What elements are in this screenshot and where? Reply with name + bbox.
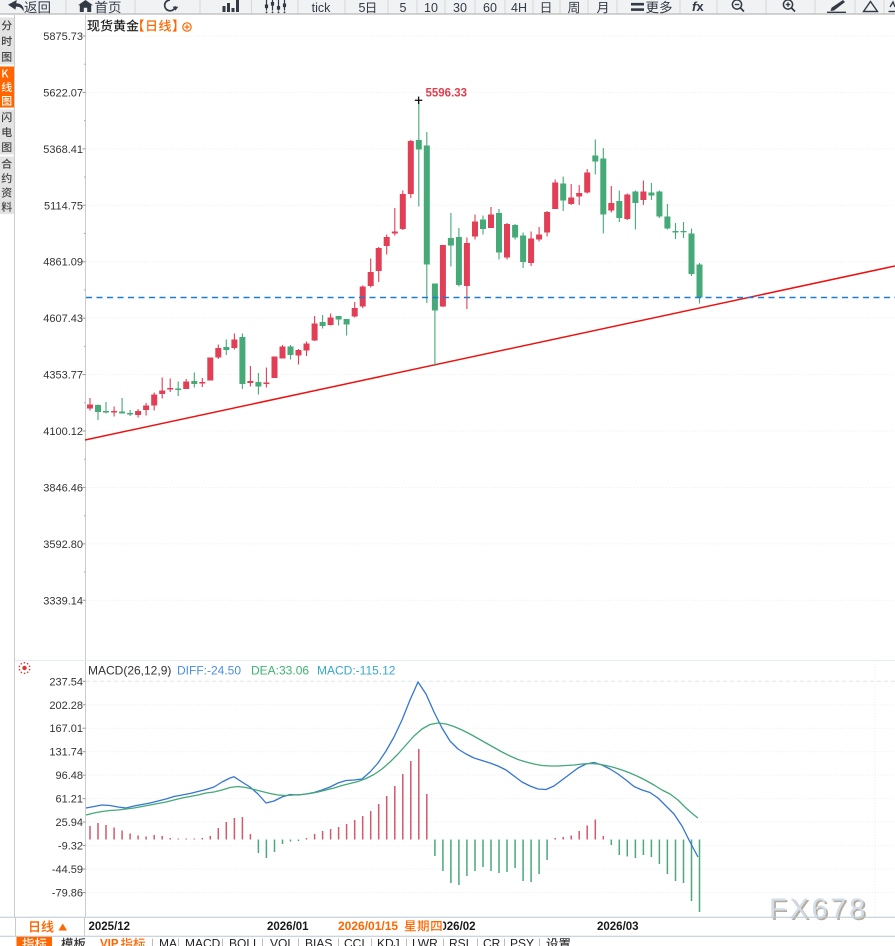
svg-text:CR: CR: [483, 937, 501, 946]
svg-text:VOL: VOL: [270, 937, 294, 946]
svg-text:3339.14: 3339.14: [43, 595, 83, 607]
svg-text:4861.09: 4861.09: [43, 257, 83, 269]
svg-text:2026/03: 2026/03: [597, 921, 639, 933]
svg-text:-9.32: -9.32: [58, 841, 83, 853]
svg-text:4H: 4H: [511, 1, 527, 15]
svg-text:237.54: 237.54: [49, 676, 83, 688]
svg-text:DEA:33.06: DEA:33.06: [251, 664, 309, 678]
svg-text:60: 60: [483, 1, 497, 15]
svg-text:4353.77: 4353.77: [43, 370, 83, 382]
svg-text:3846.46: 3846.46: [43, 482, 83, 494]
svg-text:tick: tick: [312, 1, 332, 15]
svg-text:131.74: 131.74: [49, 747, 83, 759]
svg-text:61.21: 61.21: [55, 794, 83, 806]
svg-text:10: 10: [424, 1, 438, 15]
svg-text:5: 5: [400, 1, 407, 15]
svg-text:5596.33: 5596.33: [426, 88, 468, 100]
svg-text:4607.43: 4607.43: [43, 313, 83, 325]
svg-text:MACD(26,12,9): MACD(26,12,9): [88, 664, 171, 678]
svg-text:VIP: VIP: [100, 939, 119, 946]
svg-text:PSY: PSY: [510, 937, 534, 946]
svg-text:30: 30: [453, 1, 467, 15]
svg-text:3592.80: 3592.80: [43, 539, 83, 551]
svg-text:5368.41: 5368.41: [43, 144, 83, 156]
svg-text:LWR: LWR: [412, 937, 438, 946]
svg-text:96.48: 96.48: [55, 770, 83, 782]
svg-text:2026/01/15: 2026/01/15: [338, 919, 398, 933]
svg-text:202.28: 202.28: [49, 700, 83, 712]
svg-text:fx: fx: [692, 0, 704, 14]
svg-text:2026/02: 2026/02: [434, 921, 476, 933]
svg-text:167.01: 167.01: [49, 723, 83, 735]
svg-text:CCI: CCI: [344, 937, 365, 946]
svg-text:5622.07: 5622.07: [43, 87, 83, 99]
svg-text:MA: MA: [159, 937, 177, 946]
svg-text:-79.86: -79.86: [52, 888, 83, 900]
svg-text:5875.73: 5875.73: [43, 31, 83, 43]
svg-text:BOLL: BOLL: [229, 937, 260, 946]
svg-text:RSI: RSI: [449, 937, 469, 946]
svg-text:KDJ: KDJ: [377, 937, 400, 946]
svg-text:-44.59: -44.59: [52, 864, 83, 876]
svg-text:2025/12: 2025/12: [89, 921, 131, 933]
svg-text:DIFF:-24.50: DIFF:-24.50: [177, 664, 241, 678]
svg-text:FX678: FX678: [769, 894, 868, 926]
svg-text:2026/01: 2026/01: [267, 921, 309, 933]
svg-text:4100.12: 4100.12: [43, 426, 83, 438]
svg-text:25.94: 25.94: [55, 817, 83, 829]
svg-text:5: 5: [359, 1, 366, 15]
svg-text:MACD:-115.12: MACD:-115.12: [317, 664, 396, 678]
svg-text:5114.75: 5114.75: [44, 200, 83, 212]
svg-text:BIAS: BIAS: [305, 937, 332, 946]
svg-text:MACD: MACD: [185, 937, 221, 946]
